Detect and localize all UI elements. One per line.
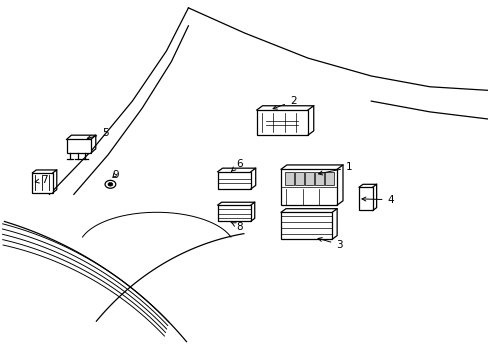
Bar — [256, 110, 307, 135]
Bar — [325, 172, 334, 185]
Bar — [285, 172, 293, 185]
Text: 1: 1 — [318, 162, 352, 175]
Text: 9: 9 — [112, 170, 119, 180]
Bar — [217, 172, 250, 189]
Bar — [358, 187, 372, 211]
Text: 8: 8 — [230, 222, 243, 231]
Bar — [66, 139, 91, 153]
Bar — [305, 172, 313, 185]
Circle shape — [108, 183, 113, 186]
Bar — [281, 212, 331, 239]
Bar — [217, 205, 250, 221]
Text: 6: 6 — [231, 159, 243, 171]
Bar — [281, 169, 336, 205]
Text: 7: 7 — [35, 175, 48, 185]
Bar — [314, 172, 324, 185]
Text: 2: 2 — [273, 96, 296, 109]
Text: 5: 5 — [87, 129, 109, 139]
Text: 4: 4 — [361, 195, 393, 205]
Bar — [32, 173, 53, 193]
Bar — [294, 172, 304, 185]
Text: 3: 3 — [317, 238, 342, 249]
